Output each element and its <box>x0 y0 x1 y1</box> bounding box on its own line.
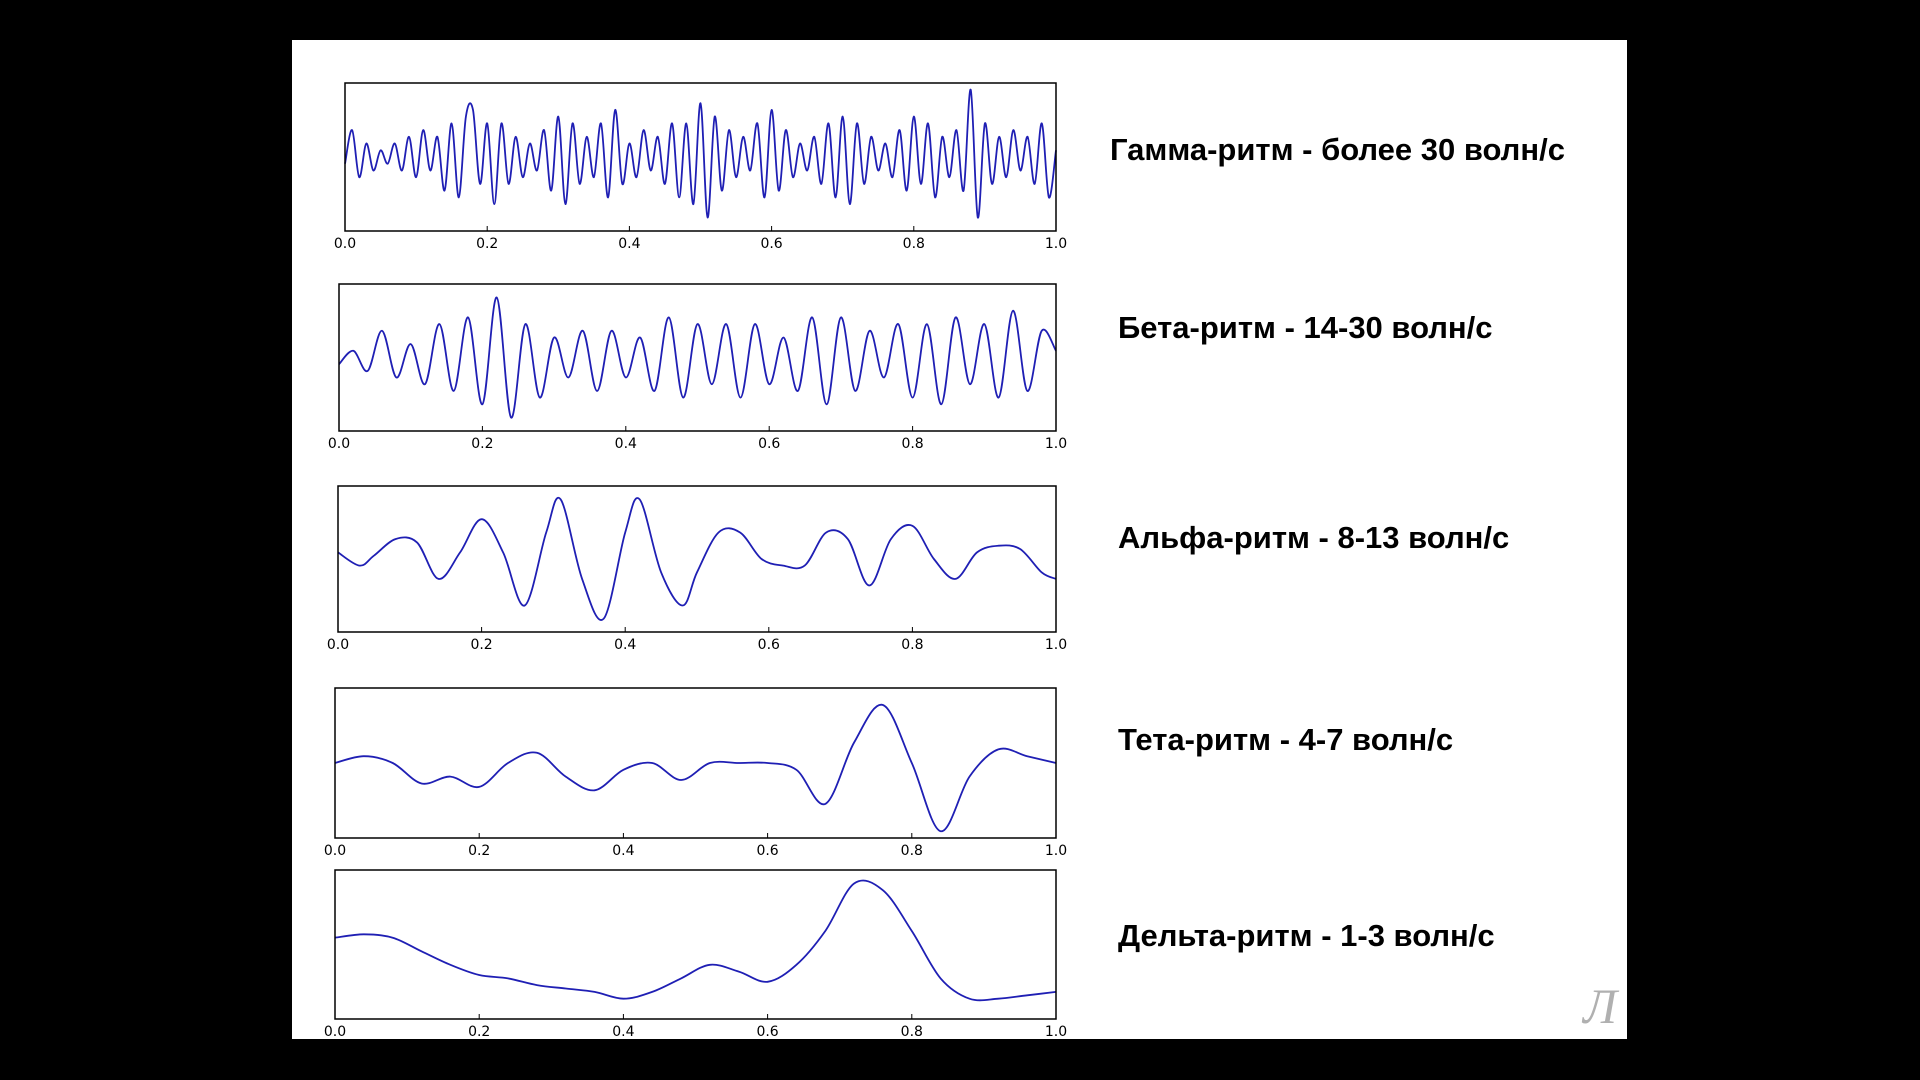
plot-frame <box>337 485 1057 633</box>
x-tick-label: 1.0 <box>1045 843 1067 859</box>
x-tick-label: 0.8 <box>901 436 923 452</box>
x-tick-label: 0.8 <box>901 843 923 859</box>
x-tick-label: 0.2 <box>468 843 490 859</box>
x-tick-label: 0.4 <box>614 637 636 653</box>
plot-theta: 0.0 0.2 0.4 0.6 0.8 1.0 <box>324 687 1067 859</box>
series-line-gamma <box>344 88 1057 219</box>
plot-gamma: 0.0 0.2 0.4 0.6 0.8 1.0 <box>334 82 1067 252</box>
x-tick-label: 0.6 <box>758 436 780 452</box>
x-tick-label: 1.0 <box>1045 637 1067 653</box>
series-line-delta <box>334 879 1057 1002</box>
x-tick-label: 0.6 <box>758 637 780 653</box>
x-tick-label: 0.0 <box>324 843 346 859</box>
x-tick-label: 0.4 <box>612 1024 634 1039</box>
label-alpha: Альфа-ритм - 8-13 волн/с <box>1118 520 1510 555</box>
x-tick-label: 0.2 <box>470 637 492 653</box>
plot-frame <box>334 869 1057 1020</box>
series-line-alpha <box>337 496 1057 621</box>
x-tick-label: 0.6 <box>760 236 782 252</box>
logo-icon: Л <box>1583 978 1617 1034</box>
series-line-theta <box>334 704 1057 833</box>
x-tick-label: 0.0 <box>334 236 356 252</box>
x-tick-label: 0.8 <box>903 236 925 252</box>
label-gamma: Гамма-ритм - более 30 волн/с <box>1110 132 1565 167</box>
plot-delta: 0.0 0.2 0.4 0.6 0.8 1.0 <box>324 869 1067 1039</box>
plot-frame <box>344 82 1057 232</box>
x-tick-label: 1.0 <box>1045 236 1067 252</box>
x-tick-label: 0.8 <box>901 637 923 653</box>
x-tick-label: 0.0 <box>324 1024 346 1039</box>
label-beta: Бета-ритм - 14-30 волн/с <box>1118 310 1493 345</box>
label-delta: Дельта-ритм - 1-3 волн/с <box>1118 918 1495 953</box>
x-tick-label: 0.0 <box>327 637 349 653</box>
x-tick-label: 1.0 <box>1045 436 1067 452</box>
plot-frame <box>338 283 1057 432</box>
plot-alpha: 0.0 0.2 0.4 0.6 0.8 1.0 <box>327 485 1067 653</box>
series-line-beta <box>338 296 1057 419</box>
slide: 0.0 0.2 0.4 0.6 0.8 1.0 0.0 0.2 0.4 0.6 0.8 1.0 0.0 0… <box>292 40 1627 1039</box>
plot-beta: 0.0 0.2 0.4 0.6 0.8 1.0 <box>328 283 1067 452</box>
x-tick-label: 1.0 <box>1045 1024 1067 1039</box>
x-tick-label: 0.2 <box>468 1024 490 1039</box>
eeg-rhythm-plots: 0.0 0.2 0.4 0.6 0.8 1.00.0 0.2 0.4 0.6 0.8 1.00.0 0… <box>324 82 1067 1039</box>
x-tick-label: 0.2 <box>476 236 498 252</box>
plot-frame <box>334 687 1057 839</box>
x-tick-label: 0.2 <box>471 436 493 452</box>
x-tick-label: 0.6 <box>756 1024 778 1039</box>
x-tick-label: 0.6 <box>756 843 778 859</box>
x-tick-label: 0.0 <box>328 436 350 452</box>
x-tick-label: 0.4 <box>618 236 640 252</box>
x-tick-label: 0.8 <box>901 1024 923 1039</box>
label-theta: Тета-ритм - 4-7 волн/с <box>1118 722 1454 757</box>
x-tick-label: 0.4 <box>612 843 634 859</box>
x-tick-label: 0.4 <box>615 436 637 452</box>
